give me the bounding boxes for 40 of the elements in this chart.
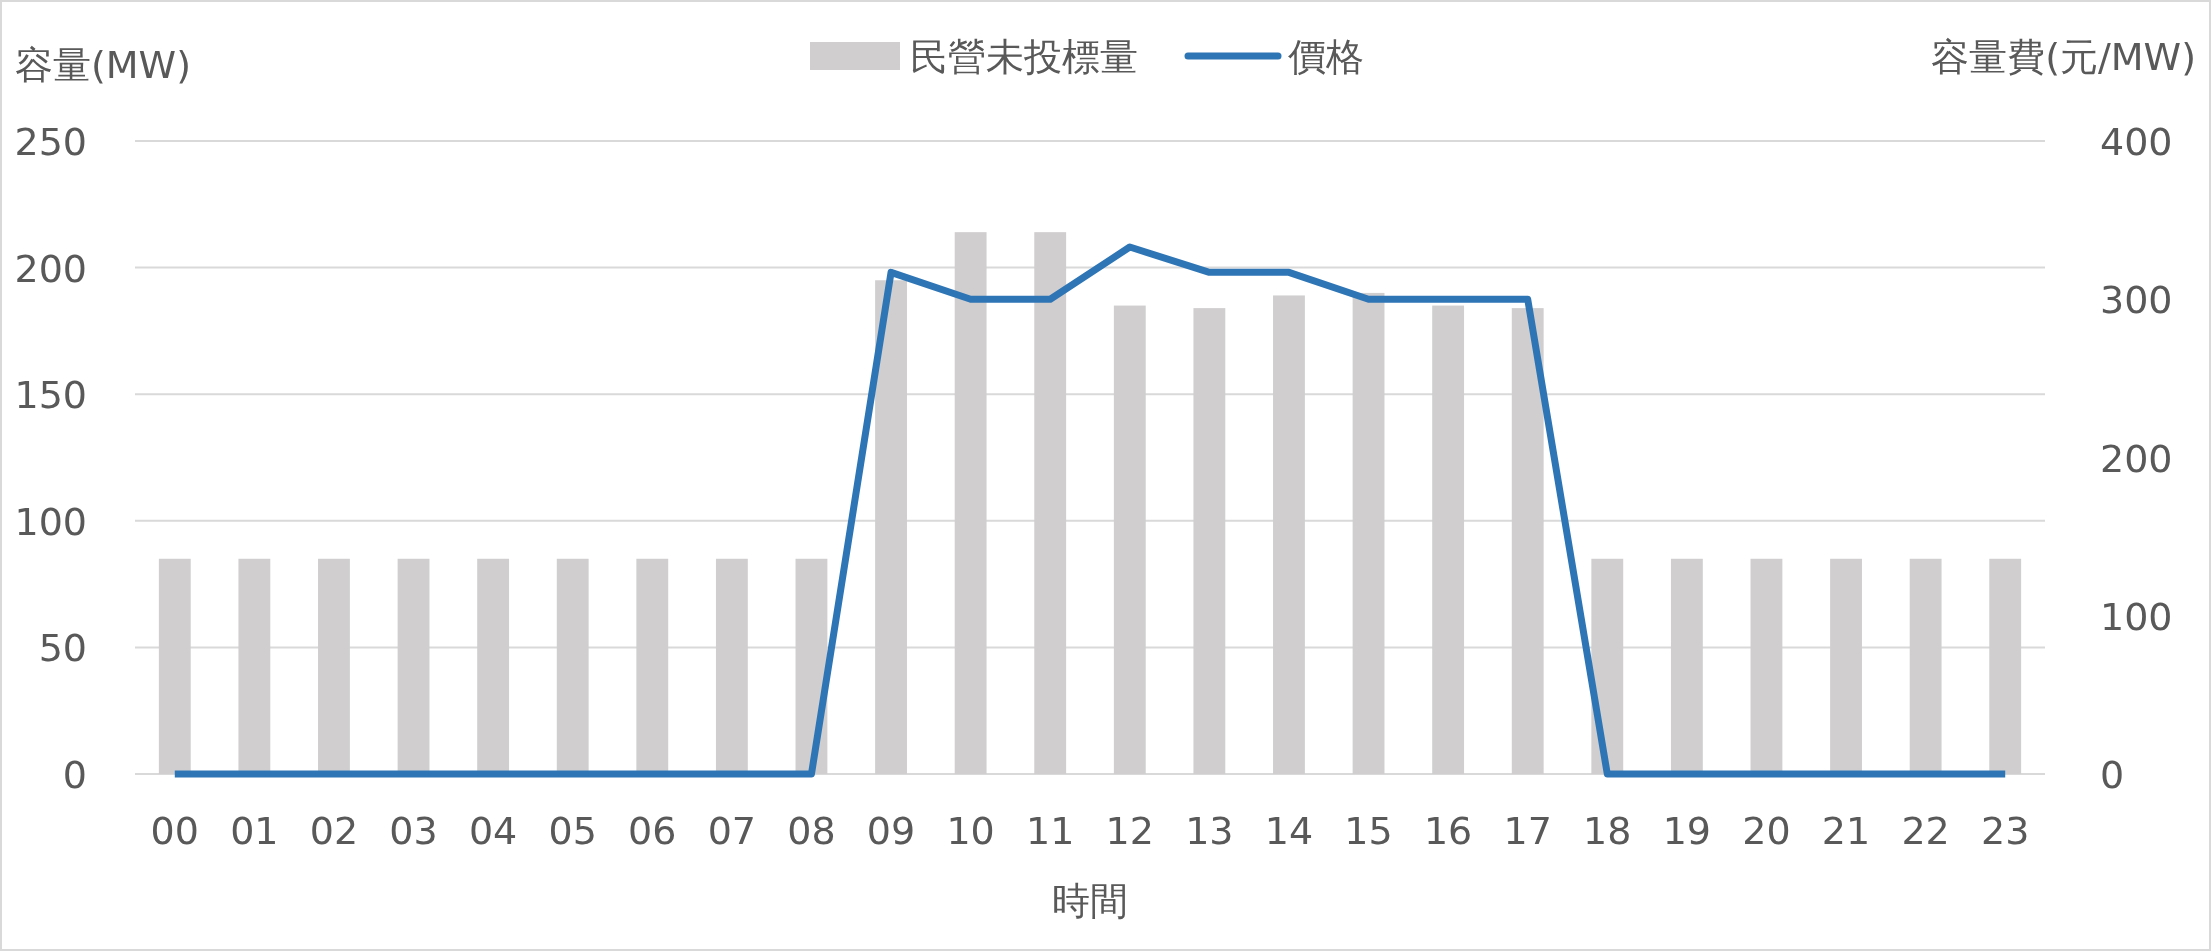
x-tick-label: 02 bbox=[309, 809, 359, 853]
x-tick-label: 19 bbox=[1662, 809, 1712, 853]
x-tick-label: 10 bbox=[946, 809, 995, 853]
x-tick-label: 00 bbox=[150, 809, 199, 853]
x-tick-label: 07 bbox=[707, 809, 757, 853]
legend-label: 價格 bbox=[1288, 35, 1364, 79]
y-tick-label: 100 bbox=[14, 499, 87, 544]
y2-tick-label: 400 bbox=[2100, 120, 2173, 164]
x-tick-label: 05 bbox=[548, 809, 597, 853]
x-axis-title: 時間 bbox=[1052, 879, 1128, 923]
y2-tick-label: 300 bbox=[2100, 278, 2173, 323]
x-tick-label: 06 bbox=[628, 809, 677, 853]
x-tick-label: 23 bbox=[1981, 809, 2030, 853]
x-tick-label: 16 bbox=[1423, 809, 1473, 853]
y-tick-label: 150 bbox=[14, 373, 87, 418]
x-tick-label: 04 bbox=[468, 809, 518, 853]
y-tick-label: 200 bbox=[14, 246, 87, 291]
y2-tick-label: 100 bbox=[2100, 594, 2173, 639]
y2-axis-title: 容量費(元/MW) bbox=[1931, 35, 2196, 79]
x-tick-label: 11 bbox=[1026, 809, 1075, 853]
x-tick-label: 01 bbox=[230, 809, 279, 853]
x-tick-label: 09 bbox=[866, 809, 916, 853]
y2-tick-label: 0 bbox=[2100, 753, 2125, 797]
x-tick-label: 22 bbox=[1901, 809, 1950, 853]
x-tick-label: 17 bbox=[1503, 809, 1552, 853]
legend-label: 民營未投標量 bbox=[910, 35, 1138, 79]
x-tick-label: 20 bbox=[1742, 809, 1791, 853]
x-tick-label: 08 bbox=[787, 809, 836, 853]
x-tick-label: 13 bbox=[1185, 809, 1234, 853]
x-tick-label: 03 bbox=[389, 809, 438, 853]
x-tick-label: 21 bbox=[1821, 809, 1871, 853]
y-axis-title: 容量(MW) bbox=[15, 43, 192, 87]
x-tick-label: 18 bbox=[1583, 809, 1632, 853]
x-tick-label: 14 bbox=[1264, 809, 1314, 853]
y-tick-label: 0 bbox=[62, 753, 87, 797]
y-tick-label: 50 bbox=[38, 626, 87, 671]
y2-tick-label: 200 bbox=[2100, 436, 2173, 481]
x-tick-label: 15 bbox=[1344, 809, 1393, 853]
x-tick-label: 12 bbox=[1105, 809, 1154, 853]
y-tick-label: 250 bbox=[14, 120, 87, 164]
